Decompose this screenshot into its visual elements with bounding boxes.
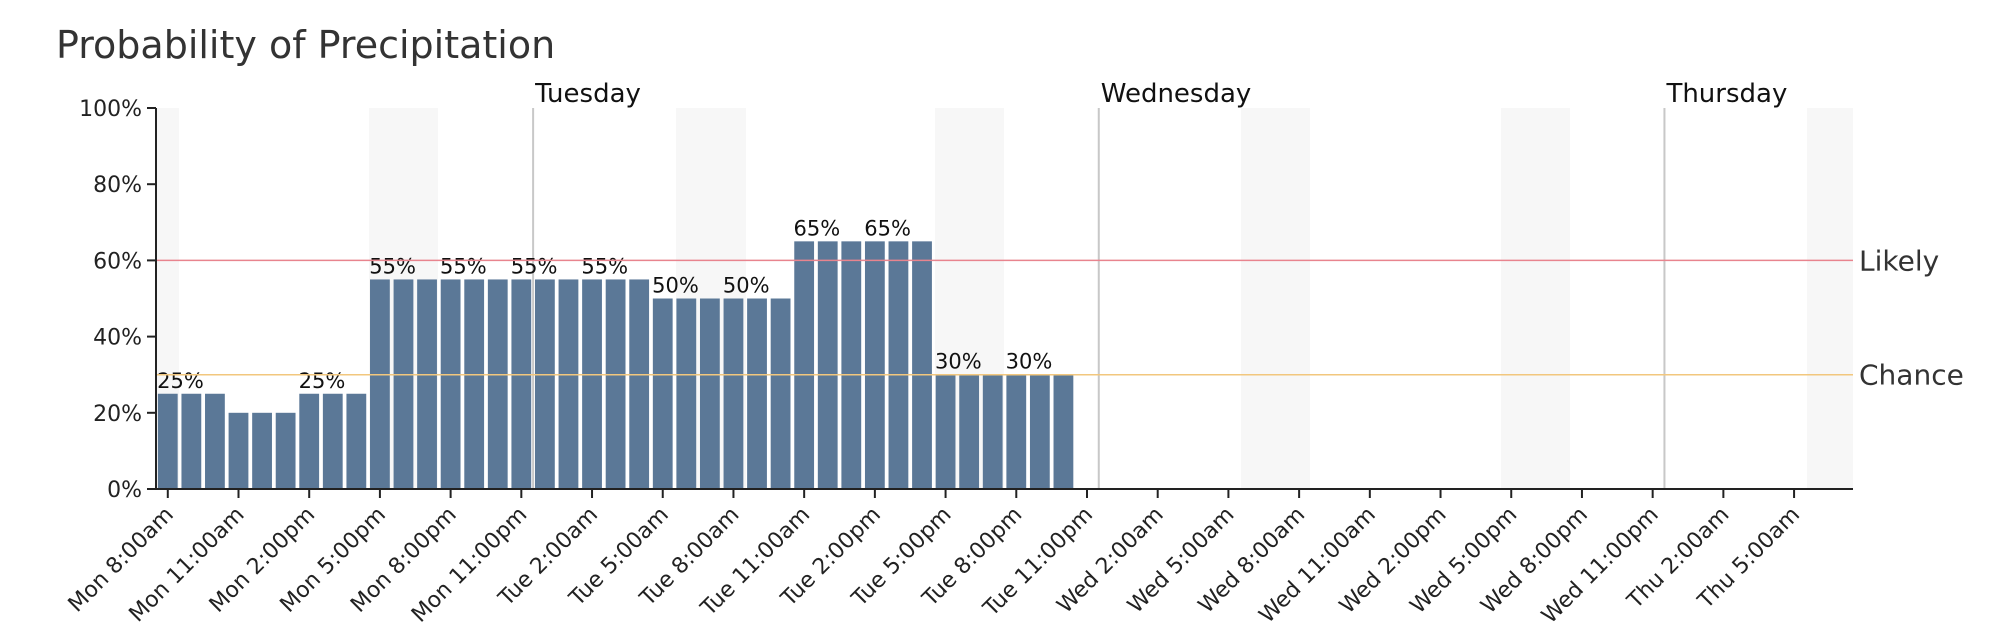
value-label: 30% bbox=[935, 350, 982, 374]
bar bbox=[181, 393, 202, 489]
value-label: 65% bbox=[864, 216, 911, 240]
bar bbox=[912, 241, 932, 489]
day-label: Wednesday bbox=[1101, 79, 1252, 109]
y-tick-label: 100% bbox=[79, 97, 142, 122]
bar bbox=[1029, 374, 1050, 489]
shade bbox=[1241, 108, 1310, 489]
value-label: 50% bbox=[723, 274, 770, 298]
bar bbox=[252, 412, 272, 489]
bar bbox=[959, 374, 980, 489]
value-label: 25% bbox=[299, 369, 346, 393]
bar bbox=[652, 298, 673, 489]
value-label: 30% bbox=[1006, 350, 1053, 374]
bar bbox=[299, 393, 320, 489]
bar bbox=[888, 241, 909, 489]
y-tick-label: 60% bbox=[93, 249, 142, 274]
value-label: 55% bbox=[440, 254, 487, 278]
bar bbox=[935, 374, 956, 489]
y-tick-label: 40% bbox=[93, 326, 142, 351]
threshold-label: Likely bbox=[1859, 244, 1939, 277]
value-label: 55% bbox=[369, 254, 416, 278]
day-label: Tuesday bbox=[534, 79, 641, 109]
y-tick-label: 0% bbox=[107, 478, 142, 503]
bar bbox=[440, 279, 461, 489]
bar bbox=[629, 279, 650, 489]
bar bbox=[1053, 374, 1074, 489]
shade bbox=[1501, 108, 1570, 489]
shade bbox=[1807, 108, 1853, 489]
value-label: 55% bbox=[581, 254, 628, 278]
value-label: 65% bbox=[794, 216, 841, 240]
bar bbox=[723, 298, 744, 489]
bar bbox=[817, 241, 838, 489]
bar bbox=[322, 393, 343, 489]
bar bbox=[841, 241, 862, 489]
bar bbox=[770, 298, 791, 489]
bar bbox=[157, 393, 178, 489]
bar bbox=[794, 241, 815, 489]
bar bbox=[1006, 374, 1027, 489]
day-label: Thursday bbox=[1665, 79, 1787, 109]
value-label: 25% bbox=[157, 369, 204, 393]
bar bbox=[346, 393, 367, 489]
bar bbox=[747, 298, 767, 489]
bar bbox=[558, 279, 579, 489]
value-label: 50% bbox=[652, 274, 699, 298]
bar bbox=[464, 279, 485, 489]
bar bbox=[676, 298, 697, 489]
bar bbox=[605, 279, 626, 489]
bar bbox=[864, 241, 885, 489]
bar bbox=[393, 279, 414, 489]
y-tick-label: 20% bbox=[93, 402, 142, 427]
bar bbox=[205, 393, 225, 489]
bar bbox=[275, 412, 296, 489]
bar bbox=[370, 279, 390, 489]
chart-title: Probability of Precipitation bbox=[56, 23, 555, 67]
bar bbox=[417, 279, 437, 489]
bar bbox=[511, 279, 532, 489]
bar bbox=[982, 374, 1003, 489]
value-label: 55% bbox=[511, 254, 558, 278]
y-tick-label: 80% bbox=[93, 173, 142, 198]
bar bbox=[534, 279, 555, 489]
bar bbox=[699, 298, 720, 489]
threshold-label: Chance bbox=[1859, 359, 1964, 392]
bar bbox=[228, 412, 249, 489]
bar bbox=[487, 279, 508, 489]
bar bbox=[582, 279, 602, 489]
